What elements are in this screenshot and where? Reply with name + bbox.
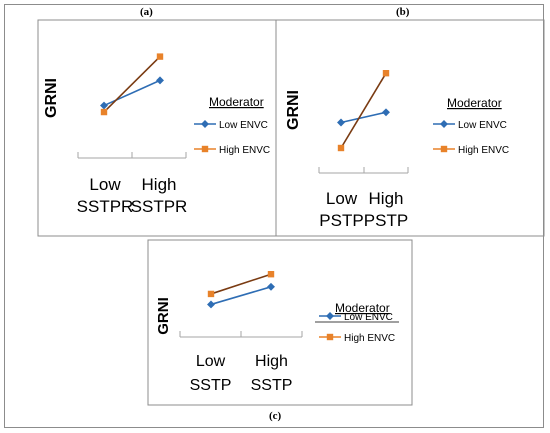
chart-b-tick-label-1-0: High	[369, 189, 404, 208]
chart-a-series-line-0	[103, 79, 161, 107]
chart-b-series-line-0	[340, 111, 387, 124]
chart-c-legend-label-1: High ENVC	[344, 333, 395, 344]
chart-c-legend-marker-0	[326, 312, 334, 320]
chart-a-legend-marker-1	[201, 145, 209, 153]
chart-c-series-line-0	[210, 286, 272, 306]
chart-b-tick-label-0-1: PSTP	[319, 211, 363, 230]
chart-b-legend-marker-0	[440, 120, 448, 128]
chart-b-tick-label-1-1: PSTP	[364, 211, 408, 230]
chart-a: GRNI Low SSTPR High SSTPR Moderator Low ENVC Hi…	[37, 19, 277, 237]
chart-c-tick-label-0-1: SSTP	[190, 377, 232, 394]
chart-a-series-line-1	[103, 56, 161, 113]
panel-label-a: (a)	[140, 6, 153, 18]
chart-b-point-1-1	[382, 70, 390, 77]
chart-b-series-line-1	[340, 72, 387, 149]
chart-a-point-1-0	[100, 108, 108, 116]
chart-b: GRNI Low PSTP High PSTP Moderator Low ENVC High…	[275, 19, 545, 237]
chart-a-legend-label-1: High ENVC	[219, 145, 270, 156]
chart-a-tick-label-0-1: SSTPR	[77, 197, 134, 216]
chart-b-ylabel: GRNI	[285, 90, 302, 130]
chart-c-ylabel: GRNI	[155, 297, 172, 335]
chart-b-legend-label-1: High ENVC	[458, 145, 509, 156]
panel-label-b: (b)	[396, 6, 410, 18]
chart-c-point-0-0	[207, 300, 215, 309]
chart-c-legend-title: Moderator	[335, 301, 390, 315]
chart-b-tick-label-0-0: Low	[326, 189, 358, 208]
chart-a-ylabel: GRNI	[43, 78, 60, 118]
chart-b-border	[275, 19, 545, 237]
chart-b-point-1-0	[337, 144, 345, 152]
chart-b-legend-label-0: Low ENVC	[458, 120, 507, 131]
chart-b-legend-marker-1	[440, 145, 448, 153]
chart-b-point-0-0	[337, 118, 345, 127]
chart-c-tick-label-0-0: Low	[196, 353, 226, 370]
chart-c-point-0-1	[267, 282, 275, 291]
chart-a-tick-label-0-0: Low	[89, 175, 121, 194]
chart-a-point-0-0	[100, 101, 108, 110]
chart-a-legend-label-0: Low ENVC	[219, 120, 268, 131]
chart-c-point-1-1	[267, 271, 275, 278]
chart-c-point-1-0	[207, 290, 215, 298]
chart-b-legend-title: Moderator	[447, 96, 502, 110]
chart-c-border	[147, 239, 413, 406]
chart-a-tick-label-1-0: High	[142, 175, 177, 194]
chart-a-legend-title: Moderator	[209, 95, 264, 109]
chart-a-legend-marker-0	[201, 120, 209, 128]
chart-a-tick-label-1-1: SSTPR	[131, 197, 188, 216]
chart-c-legend-marker-1	[326, 333, 334, 341]
chart-c-tick-label-1-0: High	[255, 353, 288, 370]
chart-a-point-1-1	[156, 53, 164, 60]
chart-c-legend-label-0: Low ENVC	[344, 312, 393, 323]
chart-b-point-0-1	[382, 108, 390, 117]
panel-label-c: (c)	[269, 410, 282, 422]
chart-c-tick-label-1-1: SSTP	[251, 377, 293, 394]
chart-a-point-0-1	[156, 76, 164, 85]
chart-c-series-line-1	[210, 273, 272, 295]
